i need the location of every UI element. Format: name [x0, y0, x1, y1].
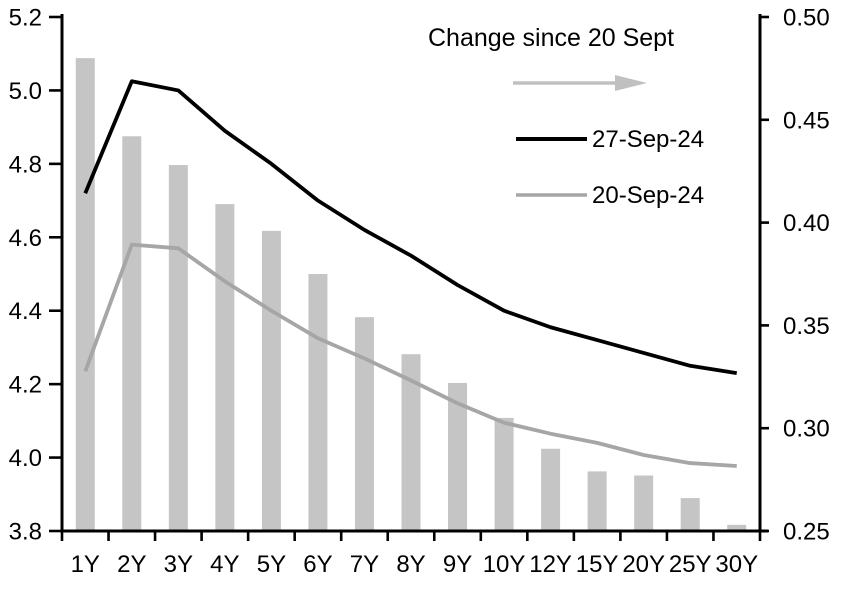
x-axis-label-9Y: 9Y	[443, 551, 472, 578]
bar-1Y	[75, 58, 95, 532]
bar-30Y	[727, 524, 747, 531]
left-axis-label-4.2: 4.2	[9, 372, 42, 399]
x-axis-label-30Y: 30Y	[715, 551, 758, 578]
bar-7Y	[354, 317, 374, 531]
x-axis-label-8Y: 8Y	[396, 551, 425, 578]
right-axis-label-0.25: 0.25	[783, 519, 830, 546]
line-27-sep-24	[83, 79, 738, 376]
x-axis-label-7Y: 7Y	[350, 551, 379, 578]
bar-9Y	[448, 382, 468, 531]
x-axis-label-4Y: 4Y	[210, 551, 239, 578]
x-axis-label-10Y: 10Y	[483, 551, 526, 578]
x-axis-label-25Y: 25Y	[669, 551, 712, 578]
bar-6Y	[308, 274, 328, 531]
right-axis-label-0.40: 0.40	[783, 210, 830, 237]
x-axis-label-6Y: 6Y	[303, 551, 332, 578]
left-axis-label-5.2: 5.2	[9, 5, 42, 32]
bar-2Y	[122, 136, 142, 532]
left-axis-label-5.0: 5.0	[9, 78, 42, 105]
left-axis-label-4.4: 4.4	[9, 298, 42, 325]
right-axis-label-0.35: 0.35	[783, 313, 830, 340]
x-axis-label-20Y: 20Y	[622, 551, 665, 578]
bar-8Y	[401, 354, 421, 531]
right-axis-label-0.30: 0.30	[783, 416, 830, 443]
x-axis-label-1Y: 1Y	[71, 551, 100, 578]
bar-25Y	[680, 498, 700, 531]
change-arrow-icon	[615, 75, 647, 91]
left-axis-label-4.6: 4.6	[9, 225, 42, 252]
bar-4Y	[215, 204, 235, 531]
x-axis-label-5Y: 5Y	[257, 551, 286, 578]
right-axis-label-0.45: 0.45	[783, 107, 830, 134]
right-axis-label-0.50: 0.50	[783, 5, 830, 32]
bar-15Y	[587, 471, 607, 531]
line-20-sep-24	[83, 242, 737, 468]
x-axis-label-12Y: 12Y	[529, 551, 572, 578]
bar-10Y	[494, 417, 514, 531]
bar-3Y	[168, 165, 188, 532]
bar-12Y	[541, 448, 561, 531]
legend-item-20-sep-24: 20-Sep-24	[592, 182, 705, 209]
x-axis-label-15Y: 15Y	[576, 551, 619, 578]
bar-5Y	[261, 230, 281, 531]
x-axis-label-3Y: 3Y	[164, 551, 193, 578]
left-axis-label-4.0: 4.0	[9, 445, 42, 472]
legend-item-27-sep-24: 27-Sep-24	[592, 126, 705, 153]
legend-title: Change since 20 Sept	[428, 24, 675, 52]
left-axis-label-3.8: 3.8	[9, 519, 42, 546]
x-axis-label-2Y: 2Y	[117, 551, 146, 578]
left-axis-label-4.8: 4.8	[9, 151, 42, 178]
bar-20Y	[634, 475, 654, 531]
